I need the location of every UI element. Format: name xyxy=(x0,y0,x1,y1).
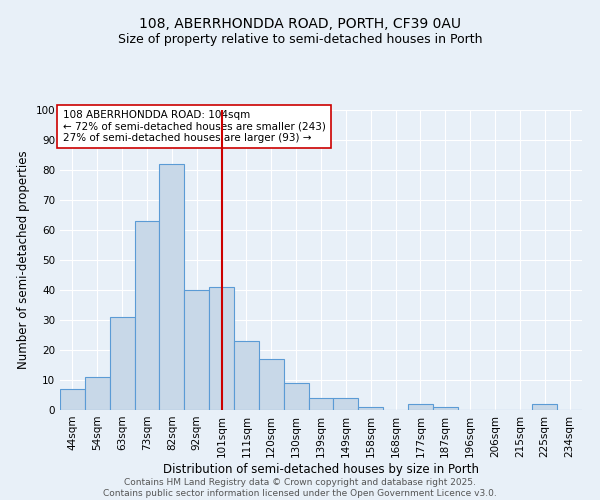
Bar xyxy=(160,164,184,410)
Bar xyxy=(308,398,334,410)
Bar xyxy=(433,407,458,410)
Bar xyxy=(184,290,209,410)
Bar xyxy=(334,398,358,410)
Bar xyxy=(110,317,134,410)
Bar xyxy=(259,359,284,410)
Text: Contains HM Land Registry data © Crown copyright and database right 2025.
Contai: Contains HM Land Registry data © Crown c… xyxy=(103,478,497,498)
Bar xyxy=(134,221,160,410)
Bar xyxy=(234,341,259,410)
Text: Size of property relative to semi-detached houses in Porth: Size of property relative to semi-detach… xyxy=(118,32,482,46)
Bar xyxy=(60,389,85,410)
Bar xyxy=(209,287,234,410)
X-axis label: Distribution of semi-detached houses by size in Porth: Distribution of semi-detached houses by … xyxy=(163,462,479,475)
Bar xyxy=(532,404,557,410)
Bar xyxy=(284,383,308,410)
Text: 108 ABERRHONDDA ROAD: 104sqm
← 72% of semi-detached houses are smaller (243)
27%: 108 ABERRHONDDA ROAD: 104sqm ← 72% of se… xyxy=(62,110,325,143)
Bar xyxy=(408,404,433,410)
Y-axis label: Number of semi-detached properties: Number of semi-detached properties xyxy=(17,150,30,370)
Bar xyxy=(358,407,383,410)
Bar xyxy=(85,377,110,410)
Text: 108, ABERRHONDDA ROAD, PORTH, CF39 0AU: 108, ABERRHONDDA ROAD, PORTH, CF39 0AU xyxy=(139,18,461,32)
